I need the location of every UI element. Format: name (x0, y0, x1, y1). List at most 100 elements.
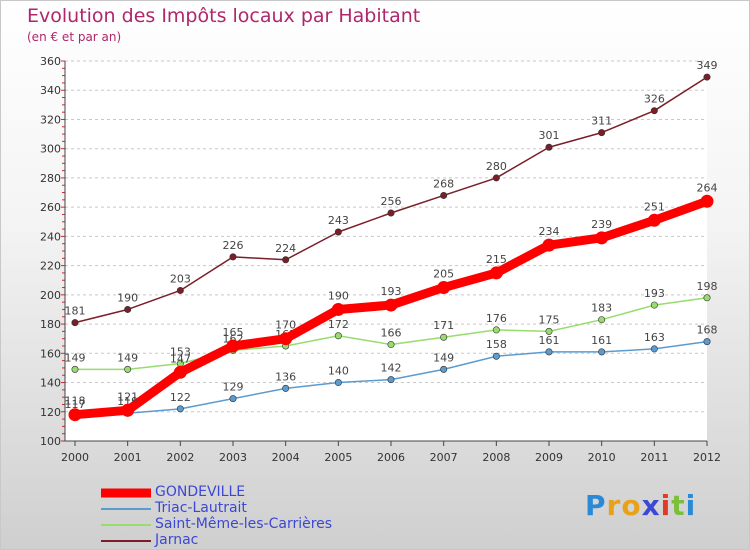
data-label-triac-lautrait: 142 (381, 362, 402, 375)
logo-letter: i (685, 489, 697, 522)
data-point-gondeville (700, 194, 714, 208)
data-point-saint-me-me-les-carrie-res (545, 327, 553, 335)
data-point-triac-lautrait (334, 379, 342, 387)
y-tick-label: 240 (40, 230, 61, 243)
data-label-jarnac: 181 (65, 305, 86, 318)
y-tick-label: 220 (40, 260, 61, 273)
data-label-gondeville: 165 (223, 326, 244, 339)
data-point-saint-me-me-les-carrie-res (71, 365, 79, 373)
data-point-saint-me-me-les-carrie-res (387, 341, 395, 349)
legend-label: Saint-Même-les-Carrières (155, 516, 333, 532)
data-point-jarnac (703, 73, 711, 81)
data-point-triac-lautrait (598, 348, 606, 356)
data-point-jarnac (492, 174, 500, 182)
data-label-jarnac: 256 (381, 195, 402, 208)
data-label-triac-lautrait: 117 (65, 398, 86, 411)
data-label-gondeville: 205 (433, 268, 454, 281)
data-label-saint-me-me-les-carrie-res: 172 (328, 318, 349, 331)
data-label-saint-me-me-les-carrie-res: 171 (433, 319, 454, 332)
data-label-saint-me-me-les-carrie-res: 193 (644, 287, 665, 300)
data-label-jarnac: 311 (591, 115, 612, 128)
data-point-triac-lautrait (650, 345, 658, 353)
proxiti-logo: Proxiti (585, 489, 696, 522)
data-point-saint-me-me-les-carrie-res (598, 316, 606, 324)
data-label-gondeville: 193 (381, 285, 402, 298)
data-label-saint-me-me-les-carrie-res: 153 (170, 346, 191, 359)
data-point-gondeville (331, 302, 345, 316)
data-point-gondeville (173, 365, 187, 379)
data-label-jarnac: 349 (697, 59, 718, 72)
data-point-saint-me-me-les-carrie-res (650, 301, 658, 309)
data-label-saint-me-me-les-carrie-res: 166 (381, 327, 402, 340)
y-tick-label: 280 (40, 172, 61, 185)
chart-title: Evolution des Impôts locaux par Habitant (27, 5, 421, 27)
data-point-triac-lautrait (703, 338, 711, 346)
x-tick-label: 2002 (166, 451, 194, 464)
data-point-jarnac (650, 107, 658, 115)
data-label-triac-lautrait: 149 (433, 351, 454, 364)
data-label-jarnac: 226 (223, 239, 244, 252)
x-tick-label: 2000 (61, 451, 89, 464)
data-point-saint-me-me-les-carrie-res (124, 365, 132, 373)
data-point-saint-me-me-les-carrie-res (703, 294, 711, 302)
data-point-gondeville (595, 231, 609, 245)
data-label-gondeville: 251 (644, 200, 665, 213)
x-tick-label: 2010 (588, 451, 616, 464)
data-label-triac-lautrait: 122 (170, 391, 191, 404)
y-tick-label: 100 (40, 435, 61, 448)
data-point-triac-lautrait (492, 352, 500, 360)
logo-letter: x (641, 489, 661, 522)
chart-subtitle: (en € et par an) (27, 30, 122, 44)
data-label-jarnac: 301 (539, 129, 560, 142)
data-point-triac-lautrait (229, 395, 237, 403)
data-label-jarnac: 268 (433, 177, 454, 190)
data-point-triac-lautrait (545, 348, 553, 356)
y-tick-label: 360 (40, 55, 61, 68)
y-tick-label: 160 (40, 347, 61, 360)
data-point-triac-lautrait (282, 384, 290, 392)
data-label-jarnac: 203 (170, 272, 191, 285)
data-point-triac-lautrait (387, 376, 395, 384)
data-label-gondeville: 215 (486, 253, 507, 266)
logo-letter: i (660, 489, 672, 522)
data-point-saint-me-me-les-carrie-res (492, 326, 500, 334)
data-point-saint-me-me-les-carrie-res (334, 332, 342, 340)
x-tick-label: 2006 (377, 451, 405, 464)
data-label-jarnac: 190 (117, 291, 138, 304)
data-point-jarnac (387, 209, 395, 217)
legend-label: Jarnac (155, 532, 199, 548)
data-label-gondeville: 234 (539, 225, 560, 238)
data-label-saint-me-me-les-carrie-res: 198 (697, 280, 718, 293)
legend-swatch (101, 540, 151, 542)
data-point-jarnac (545, 143, 553, 151)
x-tick-label: 2003 (219, 451, 247, 464)
y-tick-label: 140 (40, 377, 61, 390)
y-tick-label: 120 (40, 406, 61, 419)
data-label-saint-me-me-les-carrie-res: 176 (486, 312, 507, 325)
logo-letter: o (621, 489, 642, 522)
data-point-triac-lautrait (176, 405, 184, 413)
data-label-gondeville: 170 (275, 319, 296, 332)
legend-swatch (101, 508, 151, 510)
logo-letter: P (585, 489, 607, 522)
data-point-gondeville (384, 298, 398, 312)
data-point-gondeville (68, 408, 82, 422)
y-tick-label: 180 (40, 318, 61, 331)
data-label-saint-me-me-les-carrie-res: 183 (591, 302, 612, 315)
data-point-gondeville (279, 332, 293, 346)
data-label-triac-lautrait: 140 (328, 365, 349, 378)
y-tick-label: 200 (40, 289, 61, 302)
data-point-gondeville (542, 238, 556, 252)
y-tick-label: 340 (40, 84, 61, 97)
data-label-jarnac: 326 (644, 93, 665, 106)
data-label-jarnac: 224 (275, 242, 296, 255)
data-point-jarnac (440, 191, 448, 199)
data-point-gondeville (226, 339, 240, 353)
data-point-jarnac (176, 286, 184, 294)
y-tick-label: 300 (40, 143, 61, 156)
data-point-gondeville (121, 403, 135, 417)
legend-swatch (101, 488, 151, 498)
data-point-jarnac (598, 129, 606, 137)
data-point-jarnac (71, 319, 79, 327)
data-point-jarnac (282, 256, 290, 264)
